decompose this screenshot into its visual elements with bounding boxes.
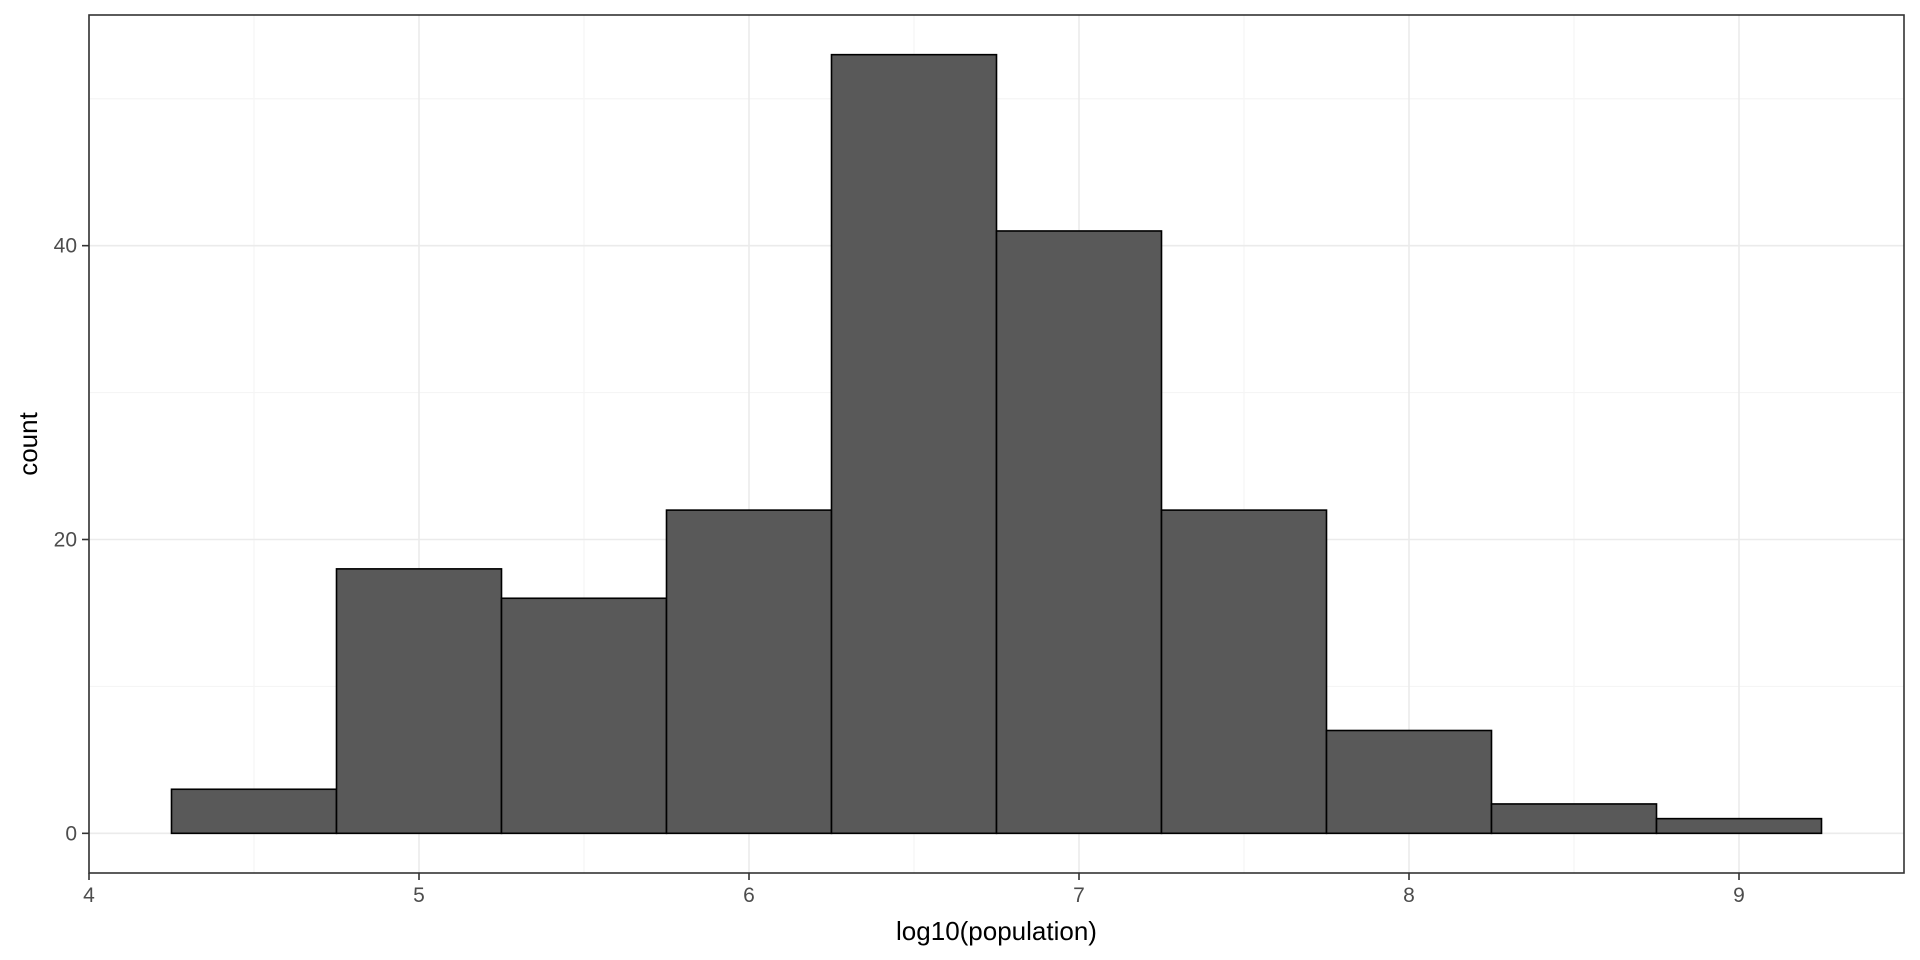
x-tick-label: 5 [413, 884, 425, 907]
x-axis-title: log10(population) [896, 916, 1097, 946]
histogram-bar-8 [1325, 729, 1493, 835]
histogram-bar-10 [1655, 817, 1823, 835]
histogram-bars [170, 53, 1823, 835]
x-tick-label: 9 [1733, 884, 1745, 907]
x-tick-label: 8 [1403, 884, 1415, 907]
histogram-bar-7 [1160, 509, 1328, 835]
y-tick-label: 40 [54, 235, 77, 258]
x-tick-label: 6 [743, 884, 755, 907]
histogram-bar-4 [665, 509, 833, 835]
histogram-bar-5 [830, 53, 998, 835]
x-tick-label: 4 [83, 884, 95, 907]
y-axis: 0 20 40 [54, 235, 89, 845]
histogram-bar-9 [1490, 803, 1658, 835]
histogram-bar-1 [170, 788, 338, 835]
histogram-bar-3 [500, 597, 668, 835]
y-tick-label: 20 [54, 528, 77, 551]
histogram-bar-2 [335, 568, 503, 835]
histogram-bar-6 [995, 230, 1163, 835]
x-tick-label: 7 [1073, 884, 1085, 907]
x-axis: 4 5 6 7 8 9 [83, 873, 1745, 907]
y-tick-label: 0 [65, 822, 77, 845]
panel-border [88, 14, 1905, 874]
y-axis-title: count [13, 411, 43, 475]
